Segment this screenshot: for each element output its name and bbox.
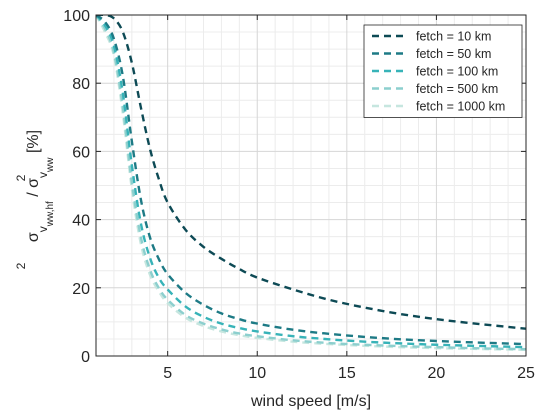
legend-label: fetch = 100 km [416, 65, 498, 79]
x-axis-label: wind speed [m/s] [250, 393, 371, 410]
legend-label: fetch = 50 km [416, 47, 491, 61]
x-tick-label: 25 [517, 365, 535, 382]
y-label-sup-num: 2 [14, 262, 28, 269]
series-line-1 [96, 15, 526, 346]
legend: fetch = 10 km fetch = 50 km fetch = 100 km… [363, 24, 523, 118]
y-tick-label: 0 [81, 349, 90, 366]
svg-text:σvww,hf / σvww [%]: σvww,hf / σvww [%] [25, 130, 56, 242]
legend-label: fetch = 1000 km [416, 100, 505, 114]
y-tick-label: 20 [72, 281, 90, 298]
series-line-3 [96, 15, 526, 351]
tick-labels: 5 10 15 20 25 0 20 40 60 80 100 [63, 8, 535, 382]
series-line-2 [96, 15, 526, 349]
y-tick-label: 60 [72, 144, 90, 161]
y-label-sigma-num: σ [25, 232, 42, 242]
legend-label: fetch = 10 km [416, 30, 491, 44]
series-line-0 [96, 15, 526, 330]
y-label-sup-den: 2 [14, 174, 28, 181]
x-tick-label: 10 [248, 365, 266, 382]
series-layer [96, 15, 526, 352]
y-tick-label: 100 [63, 8, 90, 25]
y-axis-label: σvww,hf / σvww [%] 2 2 [14, 130, 56, 269]
legend-label: fetch = 500 km [416, 82, 498, 96]
y-tick-label: 80 [72, 76, 90, 93]
x-tick-label: 5 [163, 365, 172, 382]
x-tick-label: 15 [338, 365, 356, 382]
y-label-unit: [%] [25, 130, 42, 153]
y-tick-label: 40 [72, 213, 90, 230]
plot-frame [95, 14, 527, 357]
ticks [96, 14, 527, 357]
y-label-sigma-den: σ [25, 178, 42, 188]
x-tick-label: 20 [428, 365, 446, 382]
